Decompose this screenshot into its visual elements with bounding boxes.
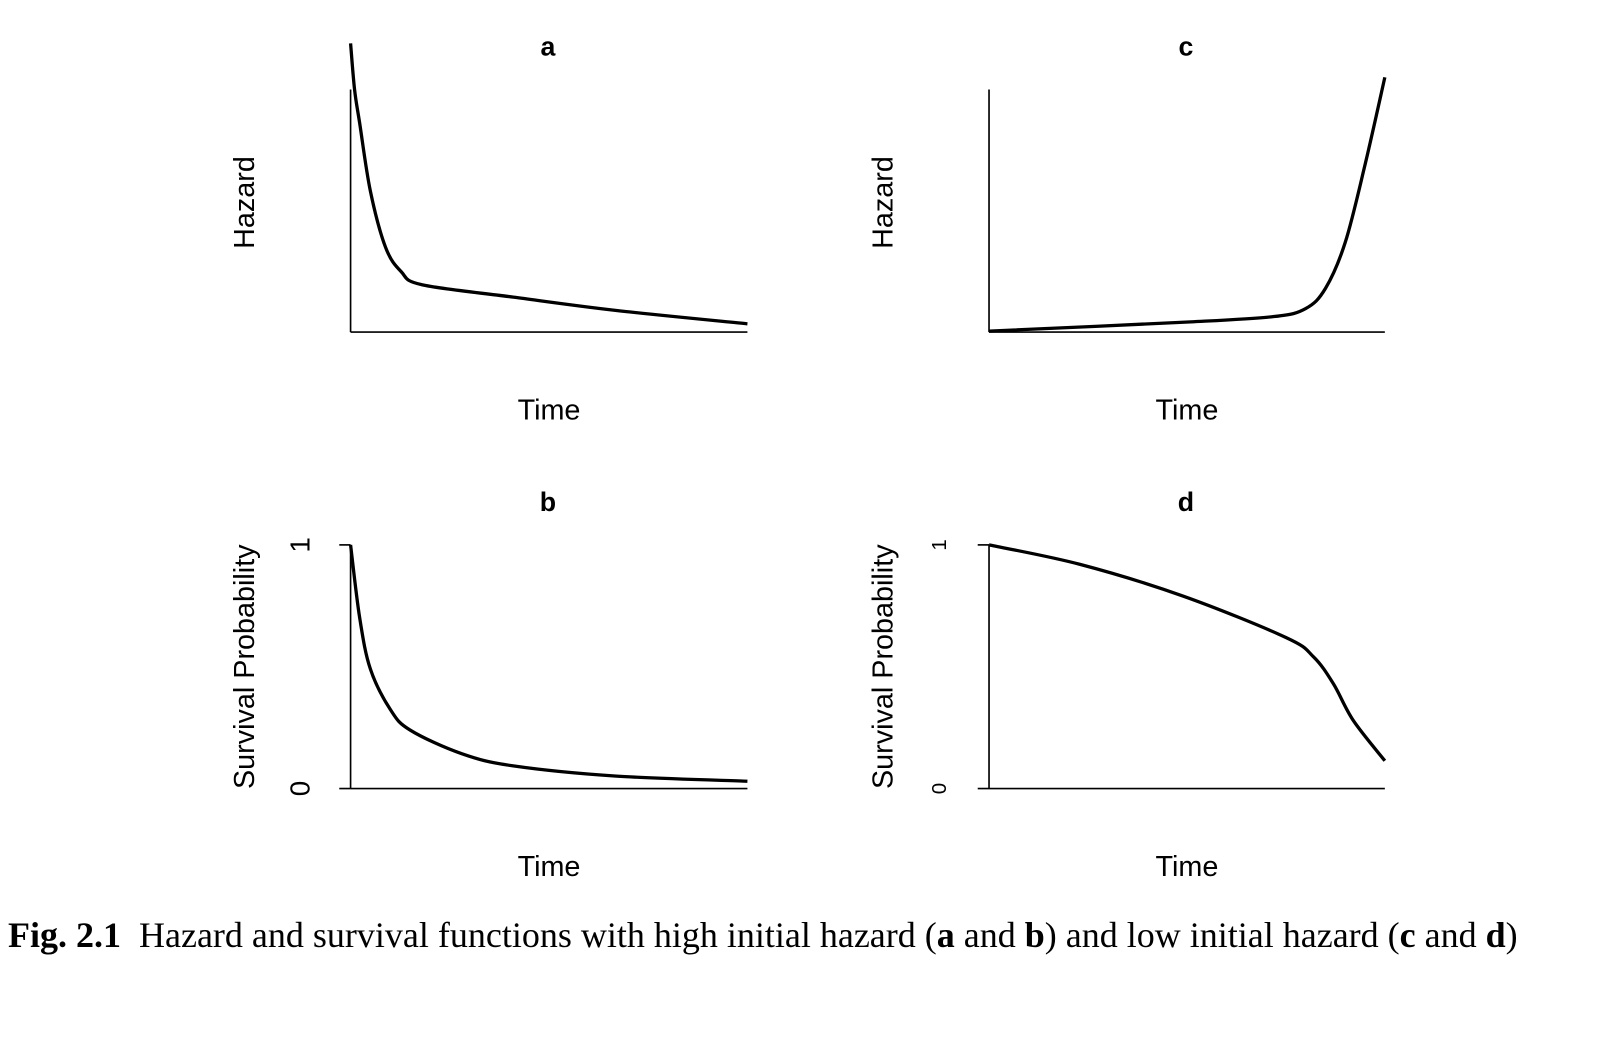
- panel-title: b: [540, 487, 556, 517]
- x-axis-label: Time: [1156, 394, 1219, 426]
- curve: [348, 43, 748, 326]
- curve: [988, 76, 1387, 333]
- caption-text: and: [1415, 915, 1486, 955]
- x-axis-label: Time: [518, 851, 581, 883]
- caption-text: ): [1505, 915, 1518, 955]
- x-axis-label: Time: [1156, 851, 1219, 883]
- panel-title: d: [1178, 487, 1194, 517]
- panel-title: a: [541, 32, 557, 62]
- caption-text: Hazard and survival functions with high …: [121, 915, 937, 955]
- x-axis-label: Time: [518, 394, 581, 426]
- caption-bold: a: [936, 915, 955, 955]
- y-tick-label: 0: [928, 783, 951, 794]
- panel-title: c: [1178, 32, 1193, 62]
- y-axis-label: Survival Probability: [867, 544, 899, 789]
- caption-bold: b: [1024, 915, 1045, 955]
- y-tick-label: 0: [284, 781, 315, 796]
- caption-text: and: [954, 915, 1025, 955]
- caption-bold: c: [1399, 915, 1416, 955]
- caption-bold: Fig. 2.1: [8, 915, 121, 955]
- caption-text: ) and low initial hazard (: [1044, 915, 1400, 955]
- y-axis-label: Hazard: [867, 156, 899, 249]
- y-tick-label: 1: [928, 539, 951, 550]
- y-axis-label: Hazard: [229, 156, 261, 249]
- y-axis-label: Survival Probability: [229, 544, 261, 789]
- caption: Fig. 2.1 Hazard and survival functions w…: [8, 912, 1604, 958]
- figure: a Time Hazard b Time Survival Probability 0 1 c T…: [229, 32, 1387, 883]
- y-tick-label: 1: [284, 537, 315, 552]
- curve: [348, 544, 748, 783]
- caption-bold: d: [1485, 915, 1506, 955]
- curve: [988, 543, 1387, 762]
